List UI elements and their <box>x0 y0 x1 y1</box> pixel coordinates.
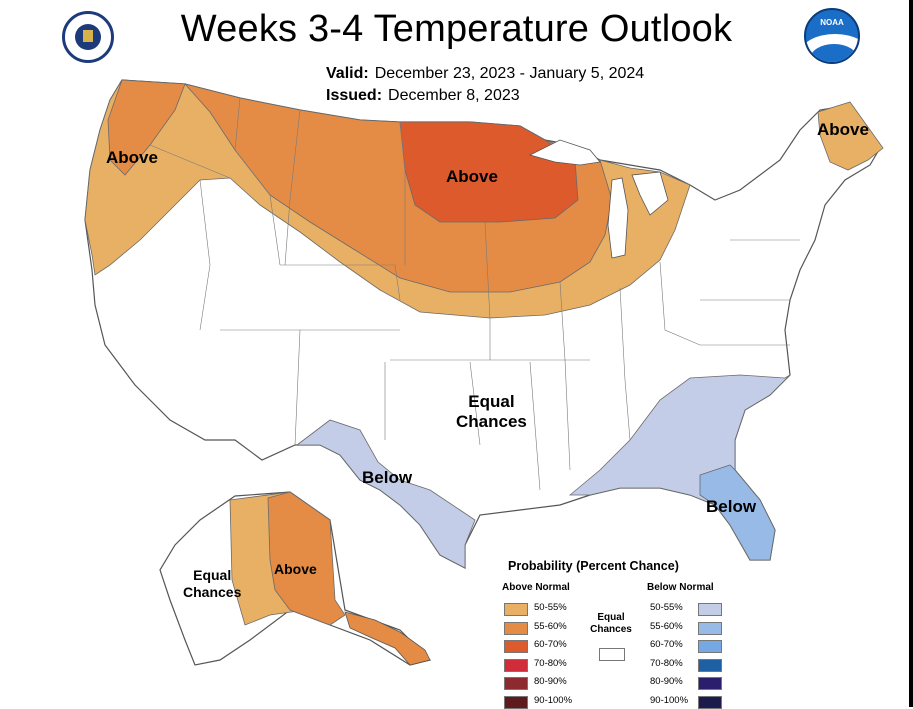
legend-title: Probability (Percent Chance) <box>508 559 679 573</box>
legend-below-label-0: 50-55% <box>650 602 683 613</box>
alaska-equal-line2: Chances <box>183 584 242 600</box>
page-title: Weeks 3-4 Temperature Outlook <box>180 8 733 50</box>
state-lines <box>149 97 800 491</box>
legend-equal-line1: Equal <box>597 612 625 623</box>
valid-label: Valid: <box>326 65 369 82</box>
lake-michigan <box>607 177 629 259</box>
legend-above-label-2: 60-70% <box>534 639 567 650</box>
label-alaska-equal: Equal Chances <box>183 567 241 601</box>
above-55-60-nw-strip <box>107 79 186 176</box>
legend-below-swatch-2 <box>698 640 722 653</box>
label-above-maine: Above <box>817 120 869 139</box>
lake-superior <box>528 139 601 166</box>
above-maine-region <box>817 101 884 171</box>
label-alaska-above: Above <box>274 561 317 577</box>
legend-equal-label: Equal Chances <box>586 612 636 636</box>
legend-below-swatch-4 <box>698 677 722 690</box>
valid-value: December 23, 2023 - January 5, 2024 <box>374 65 645 82</box>
legend-below-swatch-1 <box>698 621 722 635</box>
above-60-70-region <box>399 121 579 223</box>
legend: Probability (Percent Chance) Above Norma… <box>498 556 730 709</box>
label-above-northwest: Above <box>106 148 158 167</box>
alaska-panhandle <box>344 611 431 666</box>
lake-huron <box>631 171 669 216</box>
doc-seal-icon <box>62 11 114 63</box>
issued-label: Issued: <box>326 87 383 104</box>
label-above-north: Above <box>446 167 498 186</box>
legend-above-label-3: 70-80% <box>534 657 567 669</box>
legend-above-label-0: 50-55% <box>534 602 567 613</box>
legend-below-label-1: 55-60% <box>650 620 683 632</box>
alaska-above-55-60 <box>267 491 346 626</box>
label-below-florida: Below <box>706 497 757 516</box>
legend-below-label-4: 80-90% <box>650 676 683 687</box>
date-block: Valid: December 23, 2023 - January 5, 202… <box>326 63 644 107</box>
legend-above-swatch-2 <box>504 640 528 653</box>
label-below-texas: Below <box>362 468 413 487</box>
issued-value: December 8, 2023 <box>388 87 520 104</box>
legend-equal-line2: Chances <box>590 624 632 635</box>
legend-below-label-3: 70-80% <box>650 657 683 669</box>
legend-equal-swatch <box>599 648 625 661</box>
legend-above-label-1: 55-60% <box>534 620 567 632</box>
legend-below-header: Below Normal <box>647 582 714 593</box>
label-equal-chances: Equal Chances <box>456 392 527 432</box>
legend-above-label-4: 80-90% <box>534 676 567 687</box>
legend-above-swatch-3 <box>504 658 528 672</box>
legend-below-swatch-3 <box>698 658 722 672</box>
legend-above-swatch-1 <box>504 621 528 635</box>
legend-below-label-2: 60-70% <box>650 639 683 650</box>
legend-below-label-5: 90-100% <box>650 694 689 706</box>
noaa-logo-icon: NOAA <box>804 8 860 64</box>
legend-above-label-5: 90-100% <box>534 694 573 706</box>
noaa-logo-text: NOAA <box>820 18 844 27</box>
legend-above-header: Above Normal <box>502 582 570 593</box>
below-texas-region <box>295 419 476 569</box>
equal-chances-line1: Equal <box>468 392 515 411</box>
alaska-equal-line1: Equal <box>193 567 232 583</box>
equal-chances-line2: Chances <box>456 412 527 431</box>
legend-above-swatch-4 <box>504 677 528 690</box>
legend-below-swatch-0 <box>698 603 722 616</box>
legend-above-swatch-0 <box>504 603 528 616</box>
below-florida-region <box>699 464 776 561</box>
